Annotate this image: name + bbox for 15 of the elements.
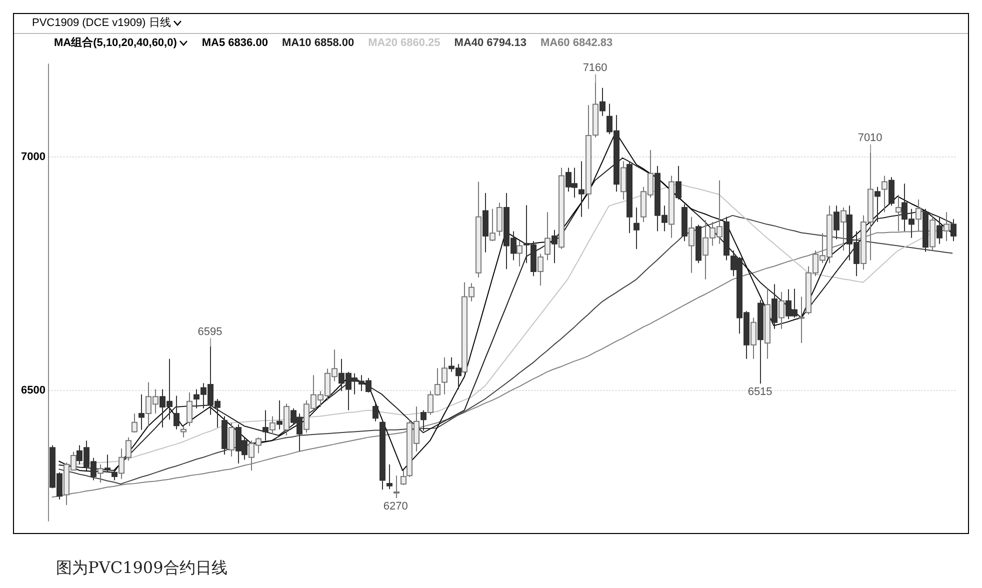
chart-title: PVC1909 (DCE v1909) 日线	[32, 17, 171, 29]
legend-title: MA组合(5,10,20,40,60,0)	[54, 37, 177, 49]
text: MA60 6842.83	[540, 37, 613, 49]
annotation: 7010	[858, 132, 882, 144]
annotation: 6595	[198, 326, 222, 338]
text: 图为PVC1909合约日线	[56, 558, 228, 579]
annotation: 7160	[582, 62, 608, 74]
text: MA20 6860.25	[368, 37, 440, 49]
text: MA40 6794.13	[454, 37, 526, 49]
legend-label: MA5 6836.00	[202, 37, 268, 49]
y-tick-label: 6500	[20, 384, 46, 397]
y-tick-label: 7000	[20, 151, 46, 164]
annotation: 6270	[383, 500, 408, 513]
annotation: 6515	[748, 386, 772, 398]
text: MA10 6858.00	[282, 37, 354, 49]
